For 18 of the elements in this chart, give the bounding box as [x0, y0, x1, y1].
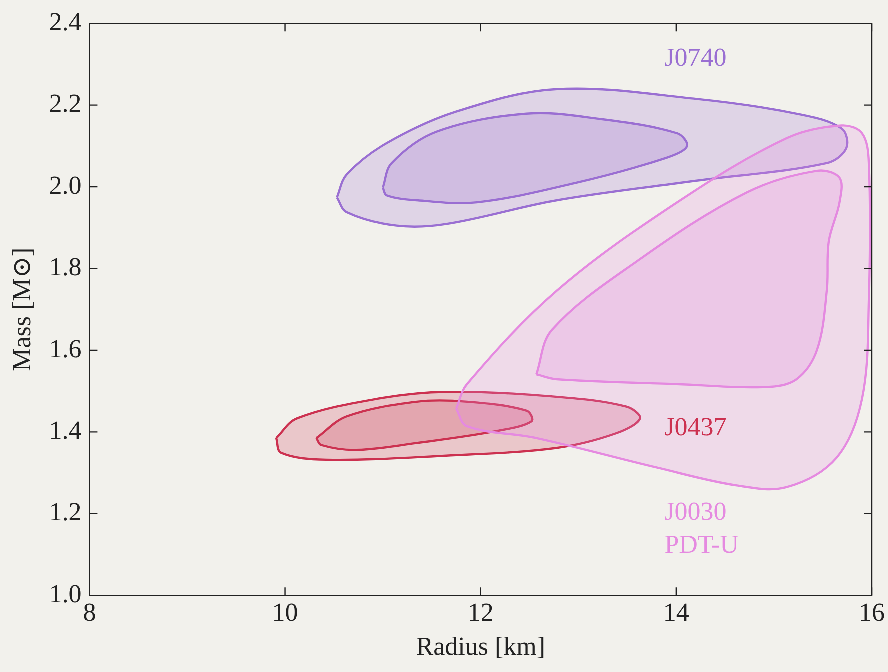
series-label: J0437 [664, 412, 727, 442]
y-axis-title: Mass [M⊙] [7, 248, 36, 372]
x-tick-label: 14 [663, 598, 690, 628]
y-tick-label: 2.2 [49, 89, 82, 118]
x-tick-label: 8 [83, 598, 96, 628]
series-label: J0030 PDT-U [664, 497, 740, 560]
x-tick-label: 10 [272, 598, 298, 628]
y-tick-label: 1.2 [49, 498, 82, 527]
y-tick-label: 1.6 [49, 334, 82, 364]
y-tick-label: 1.8 [49, 252, 82, 282]
y-tick-label: 1.4 [49, 416, 82, 445]
y-tick-label: 2.0 [49, 170, 82, 200]
series-label: J0740 [664, 43, 727, 72]
y-tick-label: 1.0 [49, 579, 82, 608]
x-axis-title: Radius [km] [416, 632, 546, 662]
x-tick-label: 16 [859, 598, 885, 628]
x-tick-label: 12 [468, 598, 494, 628]
y-tick-label: 2.4 [49, 7, 82, 36]
